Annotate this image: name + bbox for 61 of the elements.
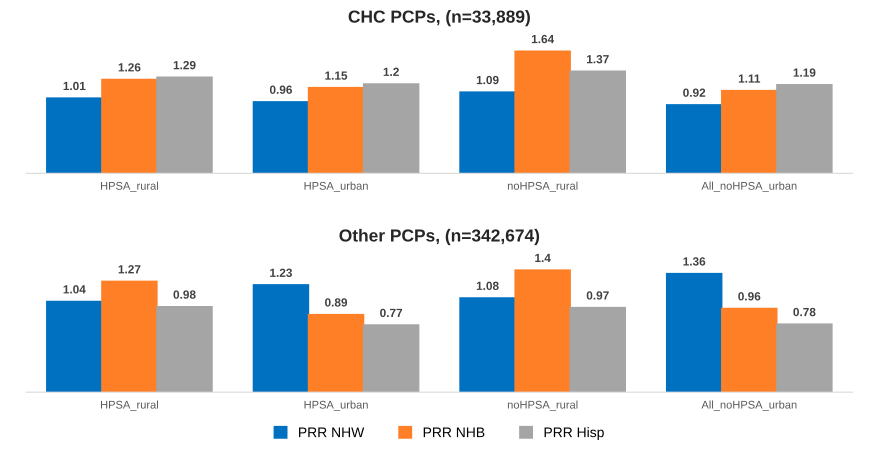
x-tick-label: All_noHPSA_urban bbox=[701, 400, 796, 411]
x-tick-label: HPSA_urban bbox=[304, 182, 368, 192]
data-label: 1.36 bbox=[683, 257, 706, 266]
bar bbox=[156, 306, 213, 392]
bar bbox=[666, 104, 722, 174]
bar bbox=[308, 314, 364, 392]
data-label: 0.96 bbox=[270, 86, 292, 94]
legend-label: PRR NHB bbox=[424, 428, 484, 438]
data-label: 0.89 bbox=[325, 298, 348, 307]
legend-label: PRR Hisp bbox=[544, 427, 604, 440]
data-label: 1.19 bbox=[794, 68, 816, 77]
data-label: 0.98 bbox=[173, 290, 196, 299]
data-label: 1.37 bbox=[587, 54, 609, 64]
bar bbox=[252, 101, 310, 174]
bar bbox=[46, 97, 103, 174]
legend-label: PRR NHW bbox=[299, 428, 364, 438]
x-tick-label: All_noHPSA_urban bbox=[701, 182, 796, 192]
x-tick-label: noHPSA_rural bbox=[508, 182, 578, 192]
chart-title: Other PCPs, (n=342,674) bbox=[339, 228, 540, 246]
data-label: 1.29 bbox=[174, 60, 196, 70]
data-label: 1.04 bbox=[64, 285, 86, 294]
bar bbox=[362, 83, 420, 174]
data-label: 0.96 bbox=[738, 292, 760, 301]
bar bbox=[570, 306, 626, 392]
bar bbox=[776, 323, 833, 392]
x-tick-label: HPSA_urban bbox=[304, 400, 368, 411]
chart-title: CHC PCPs, (n=33,889) bbox=[348, 10, 530, 26]
bar bbox=[514, 50, 571, 174]
x-tick-label: HPSA_rural bbox=[100, 182, 158, 192]
data-label: 1.2 bbox=[384, 68, 399, 76]
data-label: 1.26 bbox=[118, 63, 140, 72]
bar bbox=[46, 300, 103, 392]
data-label: 0.78 bbox=[793, 308, 816, 316]
x-tick-label: HPSA_rural bbox=[100, 400, 158, 411]
bar bbox=[101, 78, 158, 174]
bar bbox=[721, 90, 778, 174]
data-label: 1.11 bbox=[738, 74, 760, 83]
bar bbox=[666, 272, 722, 392]
data-label: 1.23 bbox=[270, 268, 292, 277]
bar bbox=[721, 308, 778, 392]
bar bbox=[308, 86, 364, 174]
bar bbox=[156, 76, 213, 174]
data-label: 1.64 bbox=[532, 34, 554, 44]
data-label: 1.01 bbox=[64, 82, 86, 90]
data-label: 1.08 bbox=[476, 282, 499, 290]
data-label: 0.77 bbox=[380, 308, 402, 318]
bar bbox=[514, 269, 571, 392]
bar bbox=[570, 70, 626, 174]
data-label: 1.09 bbox=[476, 76, 499, 84]
x-tick-label: noHPSA_rural bbox=[508, 400, 578, 411]
bar bbox=[101, 280, 158, 392]
data-label: 1.15 bbox=[325, 72, 348, 80]
bar bbox=[252, 284, 310, 392]
bar bbox=[776, 84, 833, 174]
data-label: 0.92 bbox=[683, 88, 706, 97]
data-label: 1.27 bbox=[118, 265, 140, 274]
bar bbox=[362, 324, 420, 392]
bar bbox=[459, 91, 516, 174]
data-label: 1.4 bbox=[535, 254, 551, 262]
bar bbox=[459, 297, 516, 392]
data-label: 0.97 bbox=[586, 291, 609, 300]
